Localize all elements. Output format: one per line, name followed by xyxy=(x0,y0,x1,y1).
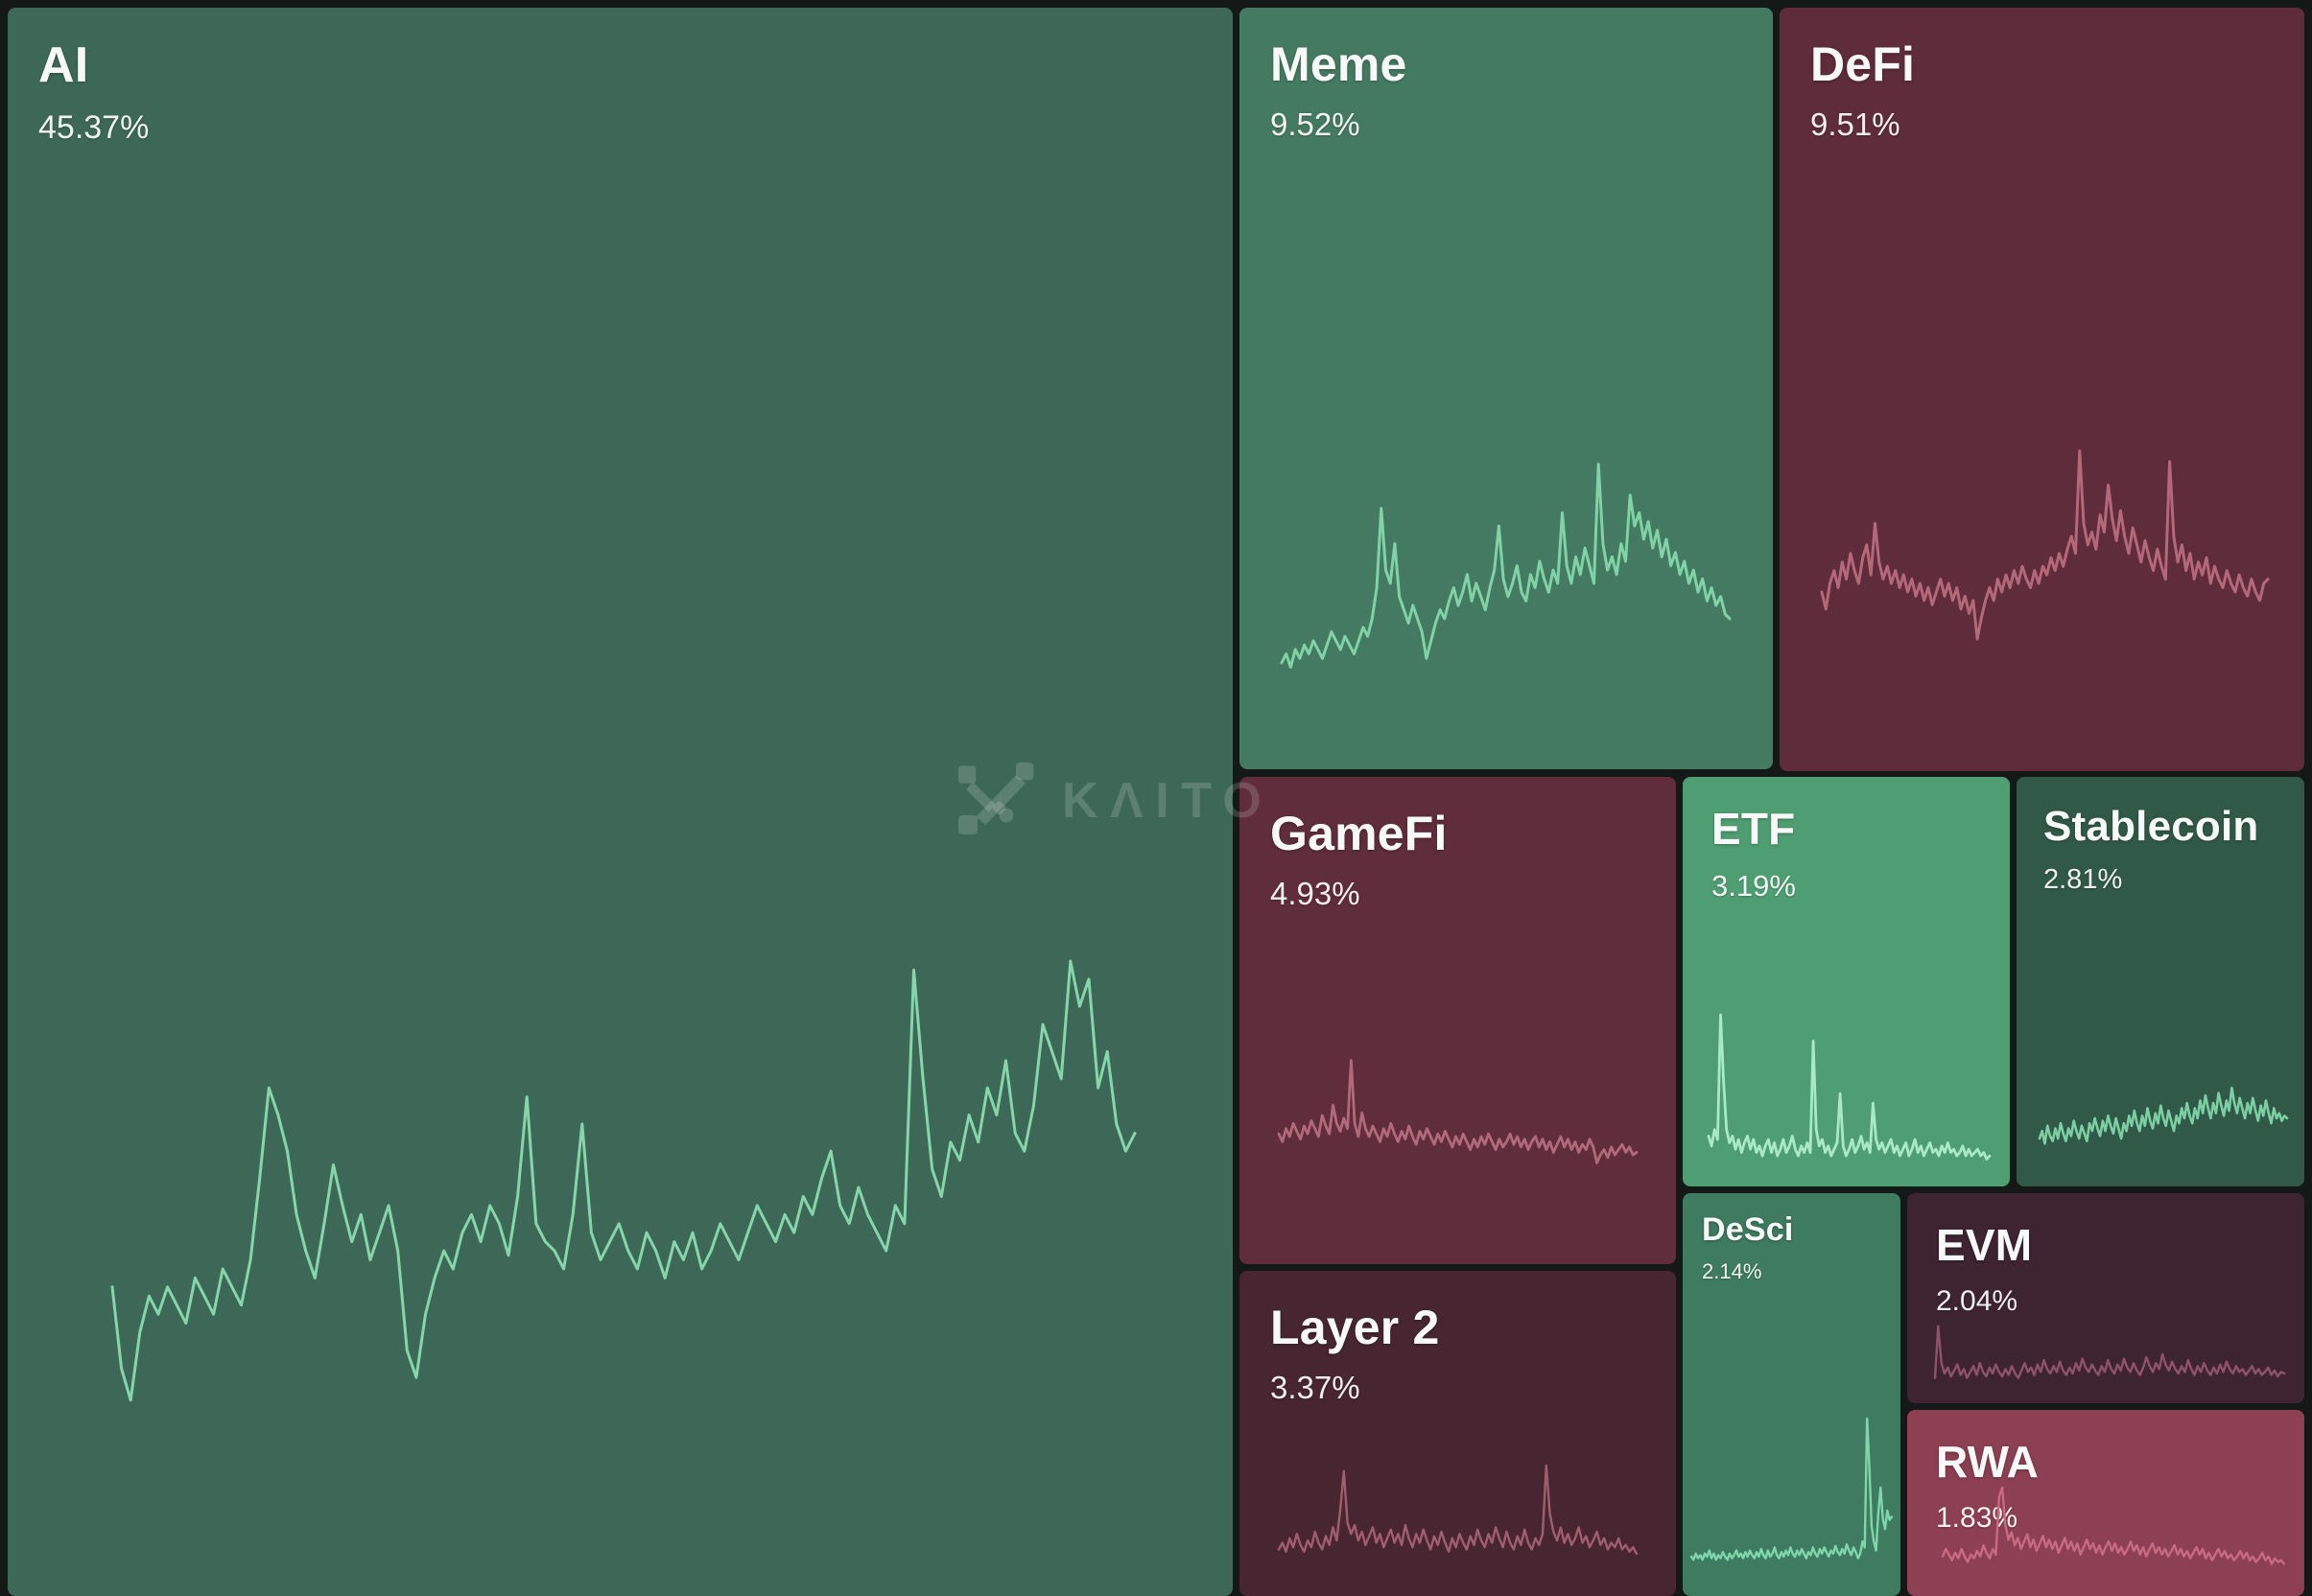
tile-percent: 9.52% xyxy=(1270,106,1360,142)
tile-sparkline xyxy=(2038,1086,2289,1145)
sparkline-path xyxy=(1933,1325,2286,1379)
tile-percent: 3.19% xyxy=(1711,868,1796,903)
tile-sparkline xyxy=(1277,1059,1639,1164)
tile-percent: 2.04% xyxy=(1936,1284,2018,1317)
treemap-tile-stablecoin[interactable]: Stablecoin 2.81% xyxy=(2017,777,2304,1186)
tile-sparkline xyxy=(1277,1464,1639,1556)
treemap-tile-meme[interactable]: Meme 9.52% xyxy=(1239,8,1773,769)
treemap-tile-ai[interactable]: AI 45.37% xyxy=(8,8,1233,1596)
tile-sparkline xyxy=(1820,449,2270,641)
tile-sparkline xyxy=(1707,1013,1992,1161)
sparkline-path xyxy=(1689,1417,1894,1561)
tile-sparkline xyxy=(1933,1325,2286,1379)
treemap-tile-etf[interactable]: ETF 3.19% xyxy=(1683,777,2010,1186)
tile-sparkline xyxy=(1689,1417,1894,1561)
treemap-tile-rwa[interactable]: RWA 1.83% xyxy=(1907,1410,2304,1596)
tile-label: DeFi xyxy=(1810,37,1916,91)
tile-percent: 45.37% xyxy=(38,109,150,147)
tile-sparkline xyxy=(110,959,1137,1402)
sparkline-path xyxy=(1280,462,1732,669)
tile-label: Stablecoin xyxy=(2043,803,2259,850)
sparkline-path xyxy=(1277,1059,1639,1164)
tile-percent: 2.14% xyxy=(1702,1258,1762,1283)
tile-sparkline xyxy=(1280,462,1732,669)
tile-label: AI xyxy=(38,37,89,93)
treemap-tile-defi[interactable]: DeFi 9.51% xyxy=(1780,8,2304,771)
tile-percent: 3.37% xyxy=(1270,1370,1360,1405)
tile-percent: 9.51% xyxy=(1810,106,1900,142)
tile-label: ETF xyxy=(1711,804,1796,854)
treemap-tile-desci[interactable]: DeSci 2.14% xyxy=(1683,1193,1900,1596)
sparkline-path xyxy=(1707,1013,1992,1161)
sparkline-path xyxy=(1277,1464,1639,1556)
sparkline-path xyxy=(2038,1086,2289,1145)
tile-label: DeSci xyxy=(1702,1211,1794,1248)
tile-percent: 4.93% xyxy=(1270,876,1360,911)
tile-label: Layer 2 xyxy=(1270,1301,1440,1354)
treemap-tile-gamefi[interactable]: GameFi 4.93% xyxy=(1239,777,1676,1264)
sparkline-path xyxy=(1941,1486,2286,1565)
tile-label: RWA xyxy=(1936,1437,2040,1487)
tile-label: GameFi xyxy=(1270,807,1448,860)
tile-sparkline xyxy=(1941,1486,2286,1565)
tile-percent: 2.81% xyxy=(2043,863,2123,895)
sparkline-path xyxy=(1820,449,2270,641)
tile-label: Meme xyxy=(1270,37,1407,91)
treemap-tile-layer-2[interactable]: Layer 2 3.37% xyxy=(1239,1271,1676,1596)
treemap-tile-evm[interactable]: EVM 2.04% xyxy=(1907,1193,2304,1403)
tile-label: EVM xyxy=(1936,1220,2033,1270)
sparkline-path xyxy=(110,959,1137,1402)
